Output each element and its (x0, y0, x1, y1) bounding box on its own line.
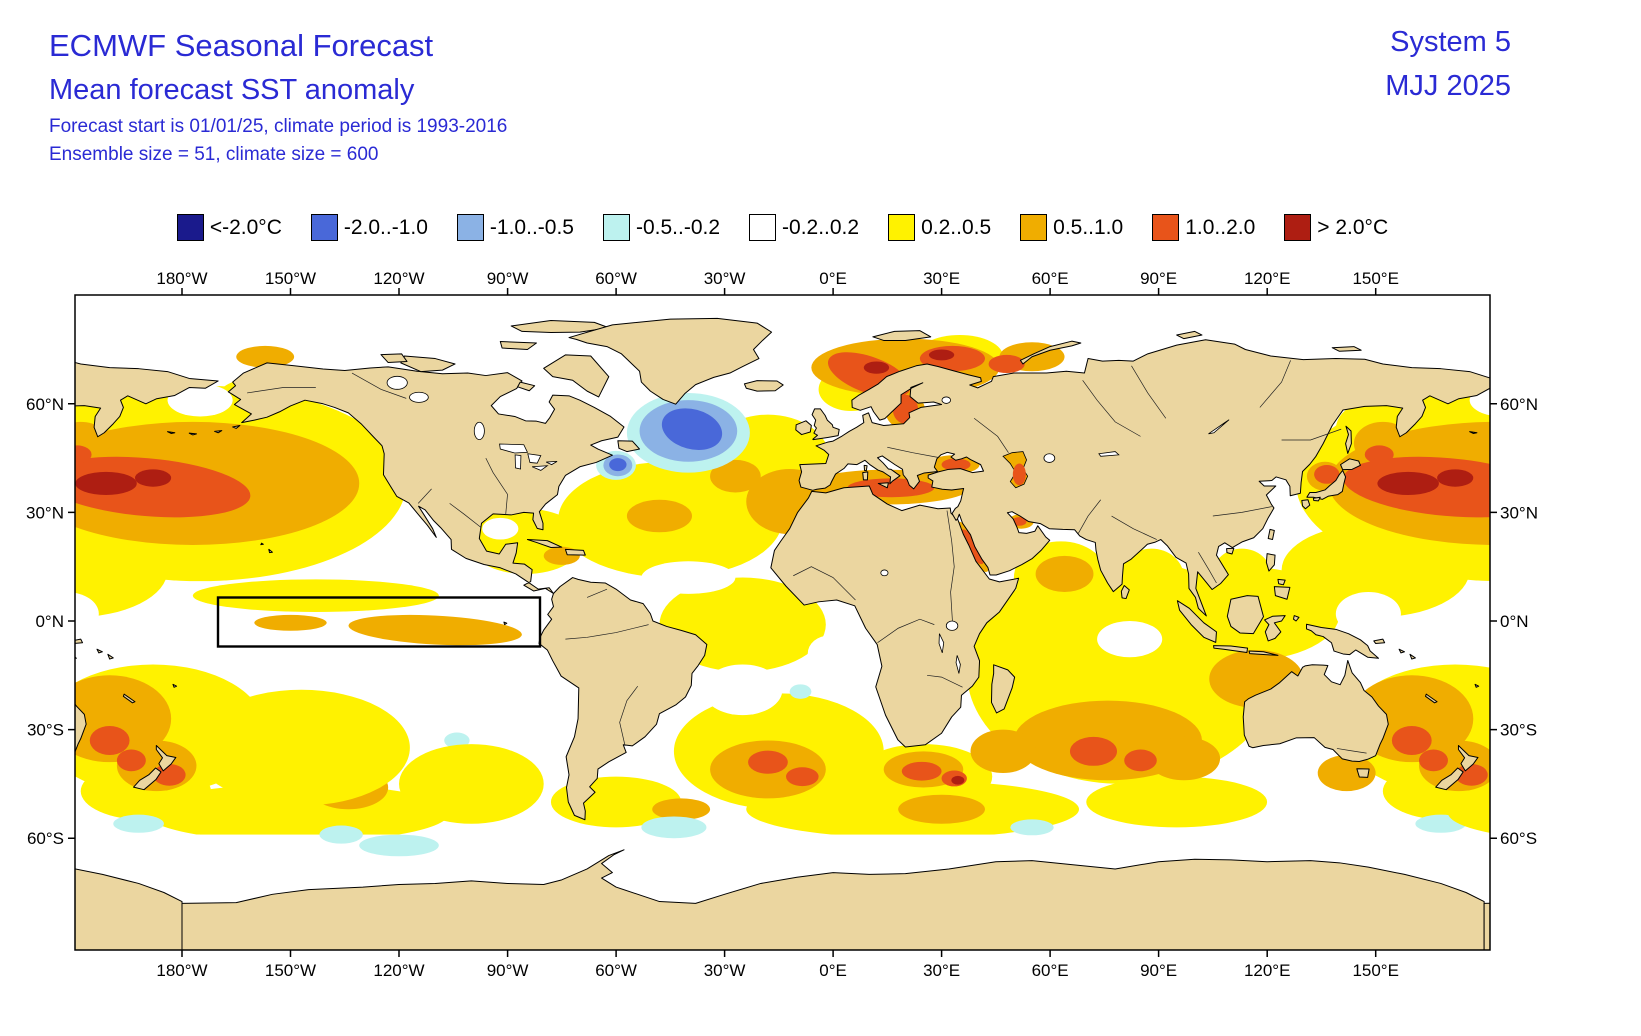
legend-item: 0.2..0.5 (888, 214, 991, 241)
legend-swatch (456, 214, 484, 241)
legend-label: -0.2..0.2 (782, 215, 860, 239)
lon-label: 150°E (1352, 269, 1399, 288)
lat-label: 0°N (1500, 612, 1529, 631)
lon-label: 60°E (1032, 269, 1069, 288)
legend-item: -0.5..-0.2 (602, 214, 721, 241)
legend-label: 0.5..1.0 (1053, 215, 1124, 239)
lat-label: 60°S (27, 829, 64, 848)
lat-labels-right: 60°N 30°N 0°N 30°S 60°S (1500, 395, 1538, 848)
lat-label: 30°S (27, 721, 64, 740)
lat-label: 30°S (1500, 721, 1537, 740)
lon-label: 180°W (156, 961, 207, 980)
legend-item: 0.5..1.0 (1020, 214, 1123, 241)
lat-label: 60°N (26, 395, 64, 414)
lon-label: 0°E (819, 269, 847, 288)
lon-label: 30°W (704, 269, 746, 288)
lon-label: 90°E (1140, 269, 1177, 288)
forecast-start-line: Forecast start is 01/01/25, climate peri… (49, 116, 508, 137)
legend-label: -0.5..-0.2 (635, 215, 721, 239)
legend-item: 1.0..2.0 (1152, 214, 1255, 241)
legend-label: 0.2..0.5 (921, 215, 992, 239)
page-title: ECMWF Seasonal Forecast (49, 28, 434, 63)
lon-label: 30°E (923, 961, 960, 980)
lon-label: 180°W (156, 269, 207, 288)
lon-label: 120°E (1244, 269, 1291, 288)
legend-swatch (1020, 214, 1048, 241)
lon-label: 60°W (595, 269, 637, 288)
legend-swatch (176, 214, 204, 241)
legend-swatch (1284, 214, 1312, 241)
lat-label: 60°S (1500, 829, 1537, 848)
lon-label: 30°W (704, 961, 746, 980)
lon-label: 90°W (487, 961, 529, 980)
legend-item: -1.0..-0.5 (456, 214, 574, 241)
lat-labels-left: 60°N 30°N 0°N 30°S 60°S (26, 395, 64, 848)
legend-label: -2.0..-1.0 (343, 215, 428, 239)
lon-label: 120°W (373, 961, 424, 980)
lon-label: 120°W (373, 269, 424, 288)
axis-ticks (68, 288, 1497, 957)
lat-label: 30°N (26, 503, 64, 522)
lon-label: 120°E (1244, 961, 1291, 980)
legend-swatch (310, 214, 338, 241)
season-label: MJJ 2025 (1385, 70, 1511, 102)
color-legend: <-2.0°C -2.0..-1.0 -1.0..-0.5 -0.5..-0.2… (75, 214, 1490, 241)
lon-label: 60°E (1032, 961, 1069, 980)
legend-item: -0.2..0.2 (749, 214, 859, 241)
lon-label: 150°E (1352, 961, 1399, 980)
legend-label: > 2.0°C (1317, 215, 1389, 239)
legend-swatch (602, 214, 630, 241)
page-subtitle: Mean forecast SST anomaly (49, 74, 415, 106)
ensemble-size-line: Ensemble size = 51, climate size = 600 (49, 144, 379, 165)
legend-item: > 2.0°C (1284, 214, 1388, 241)
lon-label: 60°W (595, 961, 637, 980)
lon-label: 90°E (1140, 961, 1177, 980)
nino-box (216, 596, 542, 648)
map-border (74, 294, 1491, 951)
lon-label: 150°W (265, 269, 316, 288)
legend-label: -1.0..-0.5 (489, 215, 574, 239)
lon-labels-top: 180°W 150°W 120°W 90°W 60°W 30°W 0°E 30°… (156, 269, 1399, 288)
lon-label: 150°W (265, 961, 316, 980)
lat-label: 30°N (1500, 503, 1538, 522)
legend-label: <-2.0°C (209, 215, 282, 239)
lon-labels-bottom: 180°W 150°W 120°W 90°W 60°W 30°W 0°E 30°… (156, 961, 1399, 980)
system-label: System 5 (1390, 26, 1511, 58)
legend-item: <-2.0°C (176, 214, 282, 241)
legend-label: 1.0..2.0 (1185, 215, 1256, 239)
legend-swatch (749, 214, 777, 241)
lat-label: 60°N (1500, 395, 1538, 414)
lon-label: 0°E (819, 961, 847, 980)
lon-label: 90°W (487, 269, 529, 288)
lon-label: 30°E (923, 269, 960, 288)
legend-swatch (888, 214, 916, 241)
legend-swatch (1152, 214, 1180, 241)
legend-item: -2.0..-1.0 (310, 214, 428, 241)
lat-label: 0°N (35, 612, 64, 631)
